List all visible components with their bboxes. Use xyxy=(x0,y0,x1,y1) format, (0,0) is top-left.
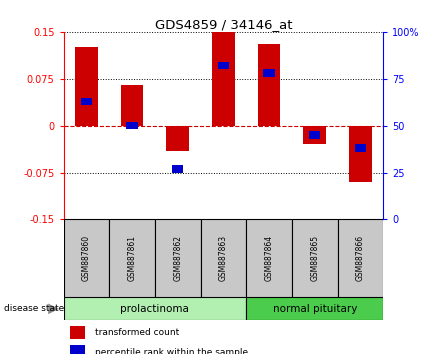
Bar xyxy=(349,126,372,182)
Bar xyxy=(64,297,246,320)
Text: disease state: disease state xyxy=(4,304,65,313)
Bar xyxy=(218,62,229,69)
Polygon shape xyxy=(48,303,59,314)
Text: GSM887861: GSM887861 xyxy=(127,235,137,281)
Bar xyxy=(246,297,383,320)
Bar xyxy=(292,219,338,297)
Bar xyxy=(109,219,155,297)
Text: GSM887860: GSM887860 xyxy=(82,235,91,281)
Bar xyxy=(64,219,109,297)
Bar xyxy=(258,44,280,126)
Text: transformed count: transformed count xyxy=(95,328,179,337)
Bar xyxy=(155,219,201,297)
Bar xyxy=(166,126,189,151)
Bar xyxy=(338,219,383,297)
Text: GSM887863: GSM887863 xyxy=(219,235,228,281)
Text: GSM887862: GSM887862 xyxy=(173,235,182,281)
Text: GSM887864: GSM887864 xyxy=(265,235,274,281)
Text: normal pituitary: normal pituitary xyxy=(272,304,357,314)
Bar xyxy=(309,131,321,139)
Title: GDS4859 / 34146_at: GDS4859 / 34146_at xyxy=(155,18,292,31)
Text: percentile rank within the sample: percentile rank within the sample xyxy=(95,348,248,354)
Text: GSM887865: GSM887865 xyxy=(310,235,319,281)
Bar xyxy=(120,85,143,126)
Bar xyxy=(70,326,85,339)
Bar xyxy=(303,126,326,144)
Text: prolactinoma: prolactinoma xyxy=(120,304,189,314)
Bar xyxy=(263,69,275,77)
Bar xyxy=(126,122,138,130)
Bar xyxy=(246,219,292,297)
Bar xyxy=(201,219,246,297)
Bar xyxy=(172,165,184,173)
Bar xyxy=(75,47,98,126)
Bar xyxy=(81,97,92,105)
Bar xyxy=(70,346,85,354)
Bar xyxy=(355,144,366,152)
Bar xyxy=(212,32,235,126)
Text: GSM887866: GSM887866 xyxy=(356,235,365,281)
